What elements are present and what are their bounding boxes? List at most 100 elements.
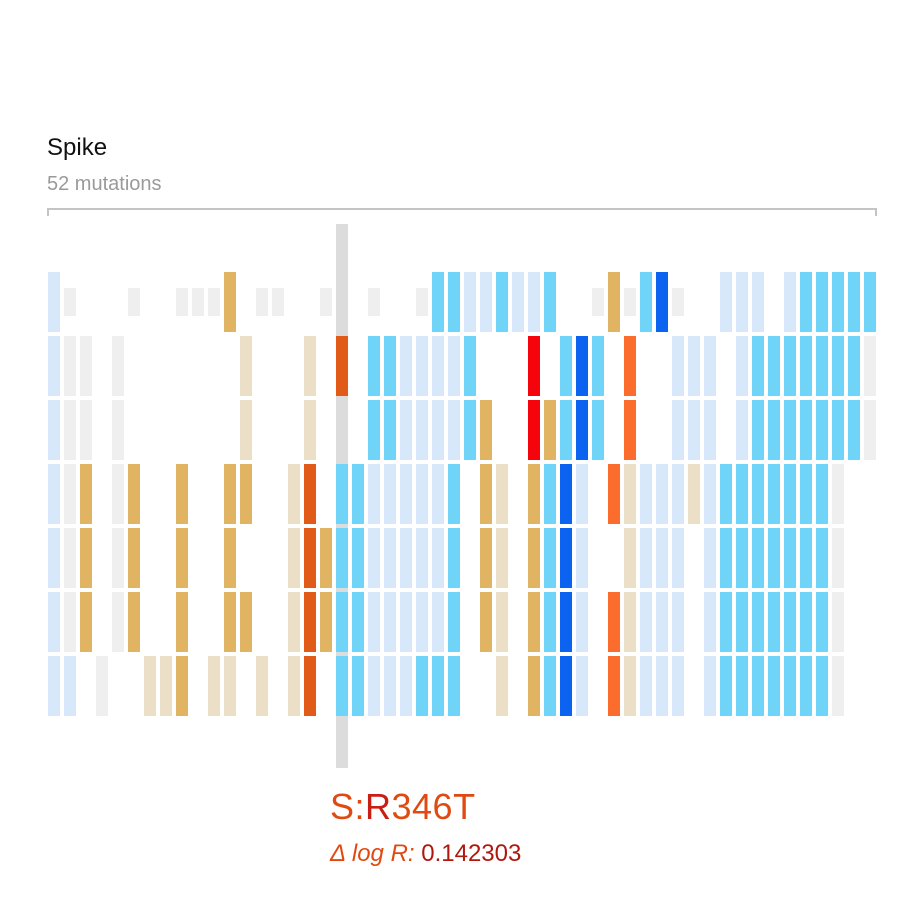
heatmap-cell-r1-c14[interactable]	[256, 288, 268, 316]
heatmap-cell-r1-c45[interactable]	[752, 272, 764, 332]
heatmap-cell-r6-c24[interactable]	[416, 592, 428, 652]
heatmap-cell-r7-c23[interactable]	[400, 656, 412, 716]
heatmap-cell-r7-c34[interactable]	[576, 656, 588, 716]
heatmap-cell-r6-c48[interactable]	[800, 592, 812, 652]
heatmap-cell-r7-c38[interactable]	[640, 656, 652, 716]
heatmap-cell-r1-c43[interactable]	[720, 272, 732, 332]
heatmap-cell-r3-c1[interactable]	[48, 400, 60, 460]
heatmap-cell-r7-c50[interactable]	[832, 656, 844, 716]
heatmap-cell-r7-c47[interactable]	[784, 656, 796, 716]
heatmap-cell-r5-c19[interactable]	[336, 528, 348, 588]
heatmap-cell-r3-c50[interactable]	[832, 400, 844, 460]
heatmap-cell-r3-c49[interactable]	[816, 400, 828, 460]
heatmap-cell-r2-c2[interactable]	[64, 336, 76, 396]
heatmap-cell-r4-c44[interactable]	[736, 464, 748, 524]
heatmap-cell-r3-c23[interactable]	[400, 400, 412, 460]
heatmap-cell-r7-c16[interactable]	[288, 656, 300, 716]
heatmap-cell-r7-c39[interactable]	[656, 656, 668, 716]
heatmap-cell-r1-c36[interactable]	[608, 272, 620, 332]
heatmap-cell-r5-c45[interactable]	[752, 528, 764, 588]
heatmap-cell-r6-c1[interactable]	[48, 592, 60, 652]
heatmap-cell-r7-c26[interactable]	[448, 656, 460, 716]
heatmap-cell-r2-c25[interactable]	[432, 336, 444, 396]
heatmap-cell-r2-c50[interactable]	[832, 336, 844, 396]
heatmap-cell-r5-c2[interactable]	[64, 528, 76, 588]
heatmap-cell-r6-c26[interactable]	[448, 592, 460, 652]
heatmap-cell-r4-c13[interactable]	[240, 464, 252, 524]
heatmap-cell-r4-c22[interactable]	[384, 464, 396, 524]
heatmap-cell-r7-c24[interactable]	[416, 656, 428, 716]
heatmap-cell-r1-c48[interactable]	[800, 272, 812, 332]
heatmap-cell-r3-c13[interactable]	[240, 400, 252, 460]
heatmap-cell-r6-c36[interactable]	[608, 592, 620, 652]
heatmap-cell-r3-c40[interactable]	[672, 400, 684, 460]
heatmap-cell-r4-c17[interactable]	[304, 464, 316, 524]
heatmap-cell-r4-c34[interactable]	[576, 464, 588, 524]
heatmap-cell-r6-c17[interactable]	[304, 592, 316, 652]
heatmap-cell-r1-c44[interactable]	[736, 272, 748, 332]
heatmap-cell-r1-c25[interactable]	[432, 272, 444, 332]
heatmap-cell-r4-c48[interactable]	[800, 464, 812, 524]
heatmap-cell-r6-c2[interactable]	[64, 592, 76, 652]
heatmap-cell-r2-c24[interactable]	[416, 336, 428, 396]
heatmap-cell-r1-c40[interactable]	[672, 288, 684, 316]
heatmap-cell-r2-c33[interactable]	[560, 336, 572, 396]
heatmap-cell-r7-c43[interactable]	[720, 656, 732, 716]
heatmap-cell-r3-c17[interactable]	[304, 400, 316, 460]
heatmap-cell-r4-c40[interactable]	[672, 464, 684, 524]
heatmap-cell-r4-c9[interactable]	[176, 464, 188, 524]
heatmap-cell-r7-c14[interactable]	[256, 656, 268, 716]
heatmap-cell-r4-c25[interactable]	[432, 464, 444, 524]
heatmap-cell-r1-c12[interactable]	[224, 272, 236, 332]
heatmap-cell-r1-c18[interactable]	[320, 288, 332, 316]
heatmap-cell-r3-c34[interactable]	[576, 400, 588, 460]
heatmap-cell-r7-c2[interactable]	[64, 656, 76, 716]
heatmap-cell-r7-c17[interactable]	[304, 656, 316, 716]
heatmap-cell-r2-c40[interactable]	[672, 336, 684, 396]
heatmap-cell-r1-c28[interactable]	[480, 272, 492, 332]
heatmap-cell-r1-c50[interactable]	[832, 272, 844, 332]
heatmap-cell-r5-c1[interactable]	[48, 528, 60, 588]
heatmap-cell-r4-c49[interactable]	[816, 464, 828, 524]
heatmap-cell-r7-c19[interactable]	[336, 656, 348, 716]
heatmap-cell-r4-c29[interactable]	[496, 464, 508, 524]
heatmap-cell-r3-c37[interactable]	[624, 400, 636, 460]
heatmap-cell-r1-c6[interactable]	[128, 288, 140, 316]
heatmap-cell-r6-c25[interactable]	[432, 592, 444, 652]
heatmap-cell-r6-c32[interactable]	[544, 592, 556, 652]
heatmap-cell-r3-c52[interactable]	[864, 400, 876, 460]
heatmap-cell-r7-c7[interactable]	[144, 656, 156, 716]
heatmap-cell-r5-c6[interactable]	[128, 528, 140, 588]
heatmap-cell-r3-c27[interactable]	[464, 400, 476, 460]
heatmap-cell-r4-c46[interactable]	[768, 464, 780, 524]
heatmap-cell-r1-c30[interactable]	[512, 272, 524, 332]
heatmap-cell-r7-c22[interactable]	[384, 656, 396, 716]
heatmap-cell-r1-c11[interactable]	[208, 288, 220, 316]
heatmap-cell-r5-c46[interactable]	[768, 528, 780, 588]
heatmap-cell-r2-c27[interactable]	[464, 336, 476, 396]
heatmap-cell-r6-c6[interactable]	[128, 592, 140, 652]
heatmap-cell-r6-c19[interactable]	[336, 592, 348, 652]
heatmap-cell-r6-c49[interactable]	[816, 592, 828, 652]
heatmap-cell-r7-c21[interactable]	[368, 656, 380, 716]
heatmap-cell-r5-c23[interactable]	[400, 528, 412, 588]
heatmap-cell-r3-c25[interactable]	[432, 400, 444, 460]
heatmap-cell-r2-c22[interactable]	[384, 336, 396, 396]
heatmap-cell-r7-c44[interactable]	[736, 656, 748, 716]
heatmap-cell-r1-c39[interactable]	[656, 272, 668, 332]
heatmap-cell-r3-c24[interactable]	[416, 400, 428, 460]
heatmap-cell-r7-c40[interactable]	[672, 656, 684, 716]
heatmap-cell-r5-c42[interactable]	[704, 528, 716, 588]
heatmap-cell-r3-c47[interactable]	[784, 400, 796, 460]
heatmap-cell-r4-c24[interactable]	[416, 464, 428, 524]
heatmap-cell-r1-c26[interactable]	[448, 272, 460, 332]
heatmap-cell-r2-c41[interactable]	[688, 336, 700, 396]
heatmap-cell-r6-c3[interactable]	[80, 592, 92, 652]
heatmap-cell-r2-c19[interactable]	[336, 336, 348, 396]
heatmap-cell-r7-c4[interactable]	[96, 656, 108, 716]
heatmap-cell-r4-c45[interactable]	[752, 464, 764, 524]
heatmap-cell-r3-c2[interactable]	[64, 400, 76, 460]
heatmap-cell-r3-c45[interactable]	[752, 400, 764, 460]
heatmap-cell-r4-c19[interactable]	[336, 464, 348, 524]
heatmap-cell-r1-c15[interactable]	[272, 288, 284, 316]
